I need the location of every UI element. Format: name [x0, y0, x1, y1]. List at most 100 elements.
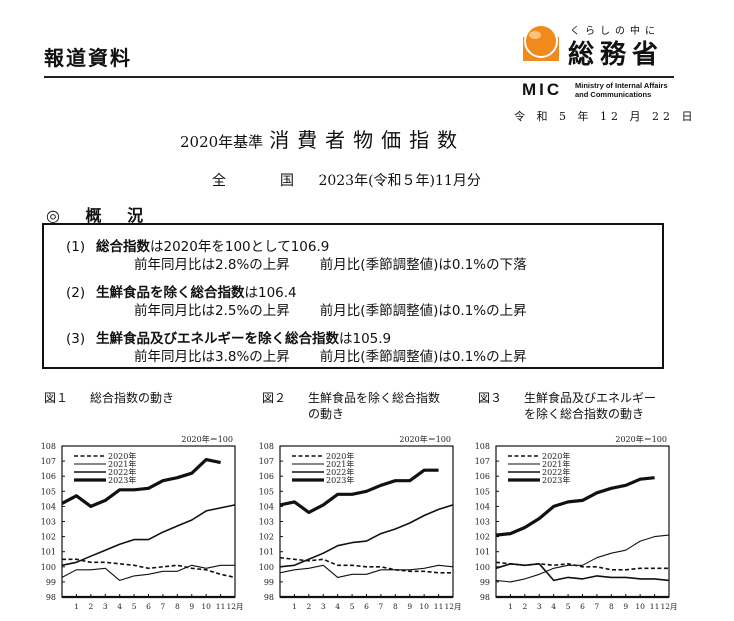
chart-2: 2020年＝100 98 99 100 101 102 103 104 105 106 107 108…: [250, 430, 480, 617]
y-tick-label: 98: [46, 593, 56, 602]
series-line-2021年: [61, 564, 235, 581]
x-tick-label: 7: [161, 602, 166, 611]
y-tick-label: 99: [480, 578, 490, 587]
series-line-2022年: [495, 563, 670, 582]
summary-box: (1) 総合指数は2020年を100として106.9 前年同月比は2.8%の上昇前…: [42, 223, 664, 369]
legend-label: 2022年: [542, 467, 570, 477]
x-tick-label: 3: [103, 602, 108, 611]
y-tick-label: 105: [41, 487, 56, 496]
x-tick-label: 5: [566, 602, 571, 611]
ministry-english-name: Ministry of Internal Affairs and Communi…: [575, 81, 668, 99]
y-tick-label: 100: [41, 563, 56, 572]
header-divider: [44, 76, 674, 78]
x-tick-label: 9: [189, 602, 194, 611]
y-tick-label: 102: [259, 533, 274, 542]
release-label: 報道資料: [44, 46, 132, 70]
x-tick-label: 5: [132, 602, 137, 611]
ministry-abbr: MIC: [522, 80, 563, 99]
legend-label: 2021年: [542, 459, 570, 469]
x-tick-label: 4: [551, 602, 556, 611]
y-tick-label: 98: [480, 593, 490, 602]
line-chart: 2020年＝1009899100101102103104105106107108…: [41, 434, 244, 611]
series-line-2022年: [279, 504, 454, 568]
x-tick-label: 11: [650, 602, 660, 611]
page-subtitle: 全 国 2023年(令和５年)11月分: [212, 170, 481, 190]
x-tick-label: 3: [537, 602, 542, 611]
ministry-logo-icon: [523, 24, 559, 61]
x-tick-label: 12月: [660, 602, 677, 611]
y-tick-label: 108: [259, 442, 274, 451]
series-line-2020年: [279, 556, 453, 574]
y-tick-label: 104: [41, 502, 56, 511]
subtitle-period: 2023年(令和５年)11月分: [318, 173, 481, 189]
base-note: 2020年＝100: [399, 434, 451, 444]
legend-label: 2021年: [108, 459, 136, 469]
figure-1-title: 図１ 総合指数の動き: [44, 391, 175, 405]
y-tick-label: 101: [259, 548, 274, 557]
y-tick-label: 103: [259, 518, 274, 527]
y-tick-label: 104: [475, 502, 490, 511]
x-tick-label: 10: [419, 602, 429, 611]
title-base: 2020年基準: [180, 133, 264, 151]
y-tick-label: 98: [264, 593, 274, 602]
legend-label: 2023年: [542, 475, 570, 485]
series-line-2023年: [61, 458, 221, 509]
series-line-2020年: [495, 561, 669, 571]
y-tick-label: 100: [259, 563, 274, 572]
y-tick-label: 105: [475, 487, 490, 496]
legend-label: 2020年: [326, 451, 354, 461]
legend-label: 2020年: [542, 451, 570, 461]
x-tick-label: 6: [580, 602, 585, 611]
series-line-2021年: [495, 534, 670, 583]
y-tick-label: 108: [475, 442, 490, 451]
x-tick-label: 10: [635, 602, 645, 611]
series-line-2022年: [61, 504, 236, 567]
summary-item: (3) 生鮮食品及びエネルギーを除く総合指数は105.9 前年同月比は3.8%の上…: [66, 331, 527, 365]
subtitle-region: 全 国: [212, 173, 314, 189]
y-tick-label: 101: [41, 548, 56, 557]
x-tick-label: 8: [609, 602, 614, 611]
base-note: 2020年＝100: [181, 434, 233, 444]
x-tick-label: 5: [350, 602, 355, 611]
x-tick-label: 3: [321, 602, 326, 611]
x-tick-label: 6: [146, 602, 151, 611]
release-date: 令 和 5 年 12 月 22 日: [514, 110, 697, 123]
overview-heading: ◎ 概 況: [46, 206, 154, 225]
y-tick-label: 105: [259, 487, 274, 496]
x-tick-label: 7: [595, 602, 600, 611]
legend-label: 2021年: [326, 459, 354, 469]
legend-label: 2023年: [326, 475, 354, 485]
index-name: 総合指数: [96, 239, 150, 255]
page-title: 2020年基準 消費者物価指数: [180, 124, 580, 153]
series-line-2023年: [279, 468, 439, 515]
line-chart: 2020年＝1009899100101102103104105106107108…: [259, 434, 462, 611]
y-tick-label: 103: [475, 518, 490, 527]
legend-label: 2023年: [108, 475, 136, 485]
summary-item: (2) 生鮮食品を除く総合指数は106.4 前年同月比は2.5%の上昇 前月比(季節…: [66, 285, 527, 319]
x-tick-label: 8: [393, 602, 398, 611]
title-main: 消費者物価指数: [269, 128, 466, 152]
x-tick-label: 4: [117, 602, 122, 611]
y-tick-label: 108: [41, 442, 56, 451]
x-tick-label: 4: [335, 602, 340, 611]
x-tick-label: 9: [623, 602, 628, 611]
summary-item: (1) 総合指数は2020年を100として106.9 前年同月比は2.8%の上昇前…: [66, 239, 527, 273]
y-tick-label: 106: [259, 472, 274, 481]
figure-3-title: 図３ 生鮮食品及びエネルギー を除く総合指数の動き: [478, 391, 657, 421]
x-tick-label: 1: [292, 602, 297, 611]
plot-frame: [495, 445, 670, 598]
x-tick-label: 12月: [444, 602, 461, 611]
logo-tagline: くらしの中に: [570, 26, 660, 37]
legend-label: 2020年: [108, 451, 136, 461]
y-tick-label: 100: [475, 563, 490, 572]
y-tick-label: 106: [41, 472, 56, 481]
index-name: 生鮮食品及びエネルギーを除く総合指数: [96, 331, 339, 347]
y-tick-label: 106: [475, 472, 490, 481]
x-tick-label: 7: [379, 602, 384, 611]
x-tick-label: 1: [74, 602, 79, 611]
ministry-name: 総務省: [568, 40, 665, 70]
base-note: 2020年＝100: [615, 434, 667, 444]
chart-3: 2020年＝100 98 99 100 101 102 103 104 105 106 107 108…: [466, 430, 696, 617]
x-tick-label: 11: [434, 602, 444, 611]
y-tick-label: 102: [475, 533, 490, 542]
